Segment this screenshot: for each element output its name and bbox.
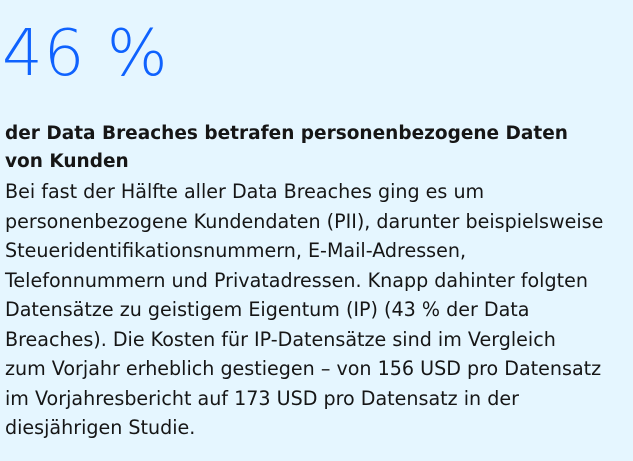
description-line: im Vorjahresbericht auf 173 USD pro Date… [5,386,519,410]
stat-description: Bei fast der Hälfte aller Data Breaches … [5,177,633,443]
description-line: Breaches). Die Kosten für IP-Datensätze … [5,327,556,351]
description-line: zum Vorjahr erheblich gestiegen – von 15… [5,357,602,380]
stat-percentage: 46 % [2,17,169,91]
description-line: Datensätze zu geistigem Eigentum (IP) (4… [5,298,530,321]
description-line: personenbezogene Kundendaten (PII), daru… [5,209,604,233]
stat-headline: der Data Breaches betrafen personenbezog… [5,120,605,176]
description-line: Telefonnummern und Privatadressen. Knapp… [5,268,588,292]
headline-line: von Kunden [5,151,129,172]
description-line: Bei fast der Hälfte aller Data Breaches … [5,180,485,203]
description-line: Steueridentifikationsnummern, E-Mail-Adr… [5,239,467,262]
description-line: diesjährigen Studie. [5,416,196,439]
headline-line: der Data Breaches betrafen personenbezog… [5,123,568,144]
